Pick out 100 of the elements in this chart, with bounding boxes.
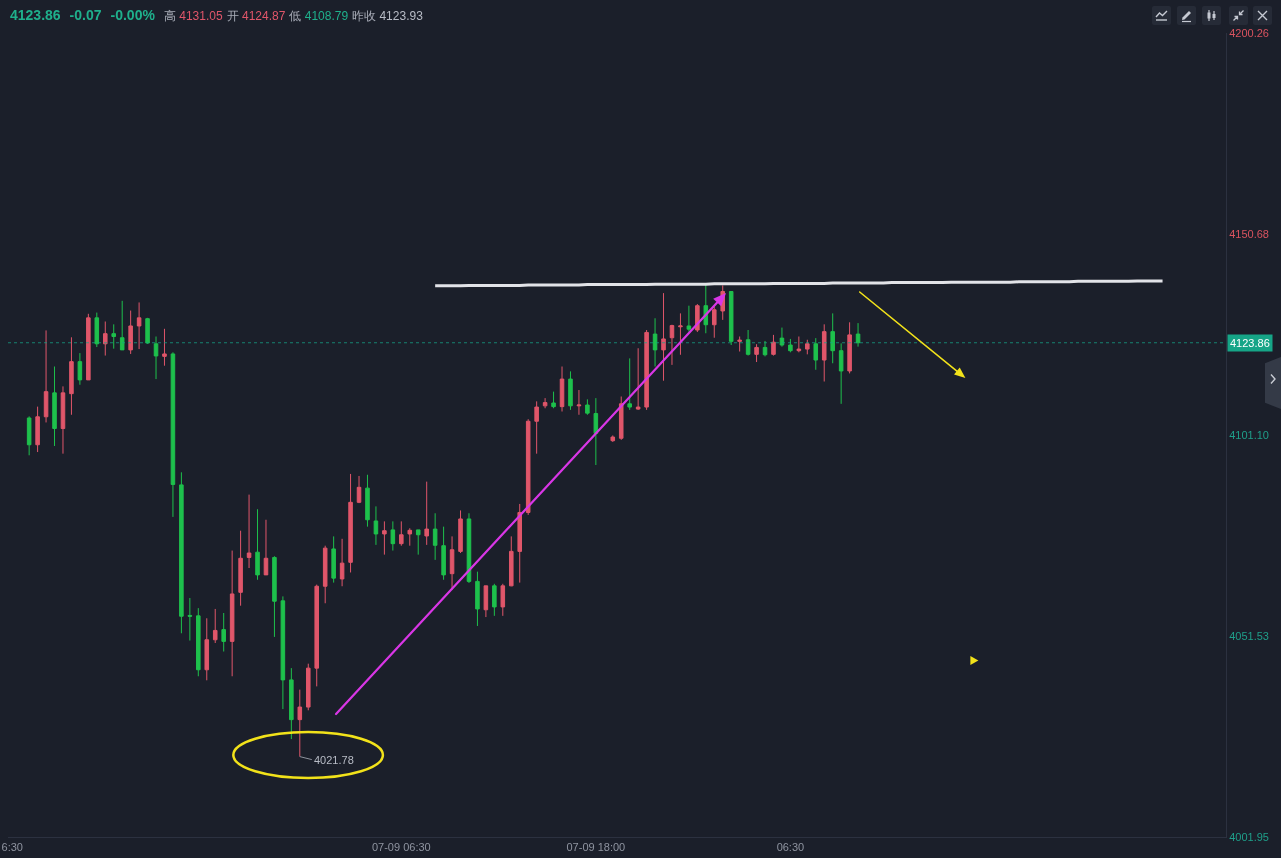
candlestick — [779, 327, 785, 348]
candlestick — [847, 321, 852, 374]
candlestick — [441, 526, 446, 581]
candlestick — [728, 290, 734, 346]
candlestick — [458, 509, 463, 554]
candlestick — [788, 338, 793, 353]
candlestick — [517, 503, 523, 584]
candlestick — [179, 471, 184, 634]
candlestick — [94, 312, 100, 348]
candlestick — [297, 689, 303, 758]
candlestick — [568, 370, 573, 411]
candlestick — [272, 555, 277, 638]
candlestick — [432, 512, 438, 561]
candlestick — [305, 663, 311, 711]
text: 低 4108.79 — [289, 9, 349, 23]
candlestick — [280, 595, 286, 710]
candlestick — [542, 397, 548, 409]
candlestick — [162, 328, 167, 367]
candlestick — [238, 530, 243, 607]
candlestick — [585, 398, 590, 416]
candlestick — [855, 322, 861, 348]
candlestick — [745, 329, 751, 357]
x-tick-label: 07-09 06:30 — [371, 841, 431, 854]
candlestick — [289, 667, 294, 740]
text: 昨收 4123.93 — [352, 9, 423, 23]
candlestick — [212, 608, 218, 644]
candlestick — [196, 607, 201, 677]
candlestick — [737, 336, 742, 352]
candlestick — [77, 352, 83, 386]
candlestick — [35, 406, 40, 453]
candlestick — [762, 340, 768, 357]
candlestick — [771, 334, 776, 357]
candlestick — [128, 310, 133, 355]
candlestick — [711, 306, 717, 339]
candlestick — [255, 508, 260, 581]
candlestick — [754, 343, 759, 363]
candlestick — [348, 473, 353, 573]
text: 4123.86 — [10, 7, 61, 23]
candlestick — [111, 323, 117, 350]
candlestick — [204, 617, 210, 681]
text: -0.00% — [110, 7, 155, 23]
candlestick — [669, 324, 675, 366]
candlestick — [635, 347, 641, 410]
candlestick — [136, 301, 142, 350]
candlestick — [551, 391, 556, 409]
candlestick — [424, 481, 429, 546]
candlestick — [805, 339, 810, 355]
candlestick — [838, 342, 844, 405]
candlestick — [52, 366, 57, 447]
candlestick — [475, 571, 480, 627]
candlestick — [221, 612, 226, 653]
candlestick — [830, 312, 835, 364]
candlestick — [407, 527, 413, 547]
candlestick — [627, 357, 632, 411]
candlestick — [145, 317, 150, 345]
candlestick — [356, 475, 362, 504]
annotation: 4021.78 — [314, 754, 354, 766]
candlestick — [686, 305, 692, 333]
candlestick — [26, 415, 32, 456]
candlestick — [187, 597, 193, 642]
candlestick — [119, 300, 125, 351]
candlestick — [339, 538, 345, 587]
candlestick — [246, 494, 252, 569]
candlestick — [534, 400, 539, 455]
candlestick — [153, 336, 159, 380]
candlestick — [525, 418, 531, 516]
candlestick — [559, 366, 565, 413]
candlestick — [821, 323, 827, 382]
candlestick — [322, 545, 328, 604]
candlestick — [593, 397, 599, 466]
candlestick — [86, 313, 91, 381]
candlestick — [661, 292, 666, 382]
candlestick — [365, 474, 370, 528]
y-tick-label: 4001.95 — [1229, 830, 1269, 843]
text: 开 4124.87 — [226, 9, 286, 23]
candlestick — [314, 584, 320, 687]
y-tick-label: 4051.53 — [1229, 629, 1269, 642]
candlestick — [263, 519, 269, 576]
candlestick — [678, 312, 683, 356]
y-tick-label: 4200.26 — [1229, 26, 1269, 39]
candlestick — [652, 317, 658, 367]
candlestick — [508, 535, 514, 587]
candlestick — [399, 520, 404, 547]
candlestick — [500, 583, 506, 617]
candlestick — [610, 434, 616, 442]
text: -0.07 — [69, 7, 102, 23]
candlestick — [483, 585, 489, 618]
y-tick-label: 4150.68 — [1229, 227, 1269, 240]
candlestick — [229, 550, 235, 677]
candlestick — [449, 535, 455, 591]
candlestick — [644, 329, 649, 411]
text: 高 4131.05 — [163, 9, 223, 23]
candlestick — [382, 520, 387, 556]
candlestick — [576, 389, 582, 416]
x-tick-label: 07-09 18:00 — [566, 841, 626, 854]
candlestick — [492, 583, 497, 617]
candlestick — [796, 336, 802, 353]
candlestick — [415, 529, 421, 556]
candlestick — [618, 396, 624, 441]
candlestick — [390, 520, 396, 552]
